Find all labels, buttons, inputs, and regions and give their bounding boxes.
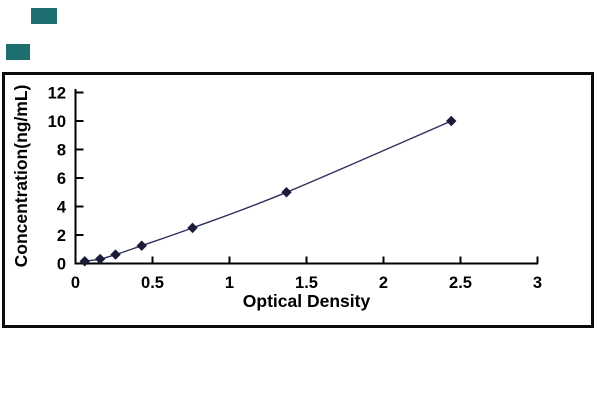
chart-frame (2, 72, 594, 328)
data-point-marker (446, 115, 457, 127)
watermark-block-left (6, 44, 30, 60)
data-point-marker (136, 240, 147, 251)
y-tick-label: 8 (57, 142, 66, 160)
y-tick-label: 10 (48, 113, 66, 131)
y-tick-label: 0 (57, 256, 66, 274)
x-axis-title: Optical Density (243, 291, 371, 311)
x-tick-label: 2 (379, 274, 388, 292)
y-axis-title: Concentration(ng/mL) (11, 85, 31, 268)
watermark-block-top (31, 8, 57, 24)
x-tick-label: 0.5 (141, 274, 164, 292)
x-tick-label: 1.5 (295, 274, 318, 292)
y-tick-label: 12 (48, 85, 66, 103)
data-point-marker (281, 187, 292, 198)
x-tick-label: 3 (533, 274, 542, 292)
y-tick-label: 4 (57, 199, 67, 217)
standard-curve-line (84, 120, 452, 262)
data-point-marker (187, 222, 198, 234)
y-tick-label: 2 (57, 227, 66, 245)
x-tick-label: 2.5 (449, 274, 472, 292)
data-point-marker (94, 253, 106, 265)
y-tick-label: 6 (57, 170, 66, 188)
x-tick-label: 0 (71, 274, 80, 292)
data-point-marker (110, 249, 121, 260)
data-point-marker (79, 256, 90, 267)
x-tick-label: 1 (225, 274, 234, 292)
